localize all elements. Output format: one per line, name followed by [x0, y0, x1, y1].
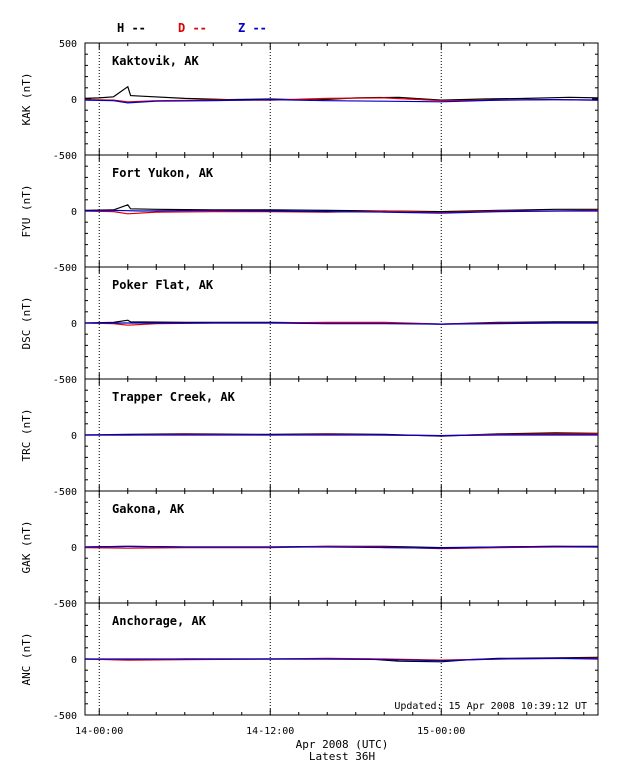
series-line-z	[85, 434, 598, 437]
x-axis: 14-00:00 14-12:00 15-00:00 Apr 2008 (UTC)La…	[75, 726, 465, 763]
station-name: Anchorage, AK	[112, 614, 207, 628]
y-axis-label: FYU (nT)	[20, 185, 33, 238]
series-line-z	[84, 209, 598, 214]
panel-5: 0 -500 ANC (nT) Anchorage, AK Updated: 15 Ap…	[20, 602, 599, 722]
station-name: Poker Flat, AK	[112, 278, 214, 292]
y-axis-label: ANC (nT)	[20, 633, 33, 686]
series-line-z	[84, 98, 599, 104]
x-tick-label: 14-12:00	[246, 726, 294, 737]
series-line-z	[85, 657, 599, 662]
x-axis-label: Apr 2008 (UTC)	[296, 738, 389, 751]
panel-1: 0 -500 FYU (nT) Fort Yukon, AK	[20, 154, 599, 274]
station-name: Kaktovik, AK	[112, 54, 199, 68]
panel-0: 500 0 -500 KAK (nT) Kaktovik, AK	[20, 39, 599, 162]
y-axis-label: KAK (nT)	[20, 73, 33, 126]
legend: H -- D -- Z --	[117, 21, 267, 35]
y-tick-label: 0	[71, 207, 77, 218]
y-tick-label: -500	[53, 487, 77, 498]
y-tick-label: 0	[71, 543, 77, 554]
y-tick-label: -500	[53, 711, 77, 722]
y-tick-label: 0	[71, 319, 77, 330]
series-line-z	[84, 545, 599, 549]
y-tick-label: 0	[71, 431, 77, 442]
legend-entry-2: Z --	[238, 21, 267, 35]
panels: 500 0 -500 KAK (nT) Kaktovik, AK 0 -500 FYU (nT…	[20, 39, 599, 722]
y-axis-label: GAK (nT)	[20, 521, 33, 574]
legend-entry-1: D --	[178, 21, 207, 35]
legend-entry-0: H --	[117, 21, 146, 35]
series-line-z	[85, 322, 598, 325]
station-name: Fort Yukon, AK	[112, 166, 214, 180]
y-tick-label: -500	[53, 375, 77, 386]
panel-3: 0 -500 TRC (nT) Trapper Creek, AK	[20, 378, 599, 498]
y-axis-label: DSC (nT)	[20, 297, 33, 350]
y-tick-label: -500	[53, 151, 77, 162]
updated-timestamp: Updated: 15 Apr 2008 10:39:12 UT	[394, 701, 587, 712]
panel-4: 0 -500 GAK (nT) Gakona, AK	[20, 490, 599, 610]
x-tick-label: 15-00:00	[417, 726, 465, 737]
station-name: Trapper Creek, AK	[112, 390, 236, 404]
y-tick-label: 0	[71, 655, 77, 666]
y-tick-label: 0	[71, 95, 77, 106]
y-tick-label: -500	[53, 599, 77, 610]
y-tick-label: 500	[59, 39, 77, 50]
y-tick-label: -500	[53, 263, 77, 274]
x-tick-label: 14-00:00	[75, 726, 123, 737]
x-axis-sublabel: Latest 36H	[309, 750, 375, 763]
station-name: Gakona, AK	[112, 502, 185, 516]
y-axis-label: TRC (nT)	[20, 409, 33, 462]
panel-2: 0 -500 DSC (nT) Poker Flat, AK	[20, 266, 599, 386]
